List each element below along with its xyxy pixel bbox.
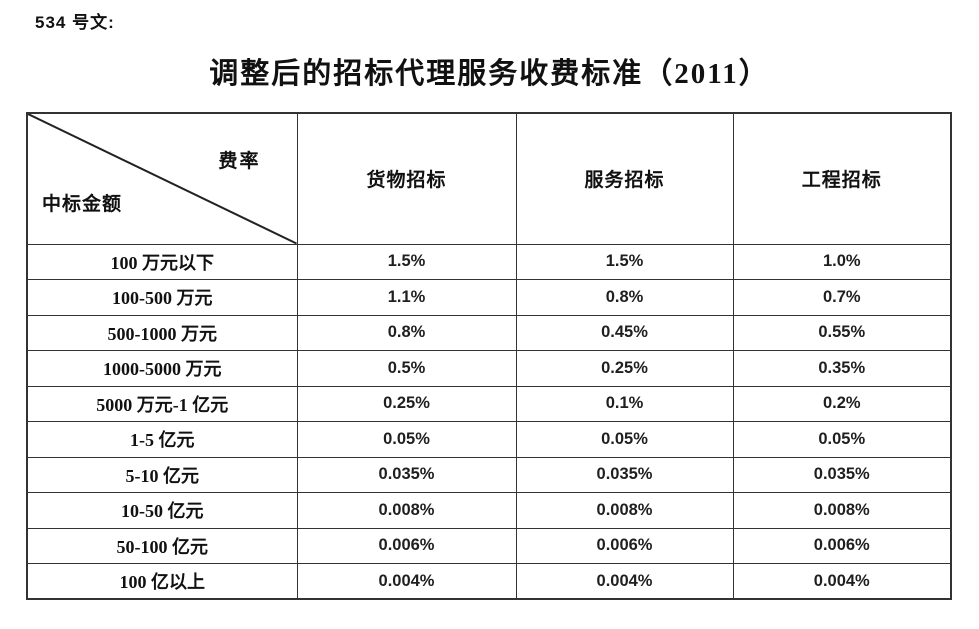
table-row: 5000 万元-1 亿元 0.25% 0.1% 0.2% [26, 385, 952, 422]
table-row: 10-50 亿元 0.008% 0.008% 0.008% [26, 492, 952, 529]
amount-tier-label: 100-500 万元 [26, 279, 298, 316]
goods-rate-value: 0.5% [296, 350, 517, 387]
table-row: 100 万元以下 1.5% 1.5% 1.0% [26, 243, 952, 280]
service-rate-value: 0.1% [515, 385, 734, 422]
amount-tier-label: 5000 万元-1 亿元 [26, 385, 298, 422]
amount-tier-label: 100 亿以上 [26, 563, 298, 600]
corner-label-fee-rate: 费率 [218, 151, 261, 172]
diagonal-divider-line [28, 114, 297, 244]
service-rate-value: 0.25% [515, 350, 734, 387]
service-rate-value: 0.05% [515, 421, 734, 458]
goods-rate-value: 0.25% [296, 385, 517, 422]
amount-tier-label: 5-10 亿元 [26, 456, 298, 493]
goods-rate-value: 0.008% [296, 492, 517, 529]
amount-tier-label: 500-1000 万元 [26, 314, 298, 351]
goods-rate-value: 1.1% [296, 279, 517, 316]
service-rate-value: 1.5% [515, 243, 734, 280]
amount-tier-label: 50-100 亿元 [26, 527, 298, 564]
goods-rate-value: 0.006% [296, 527, 517, 564]
amount-tier-label: 1-5 亿元 [26, 421, 298, 458]
table-row: 1-5 亿元 0.05% 0.05% 0.05% [26, 421, 952, 458]
table-row: 50-100 亿元 0.006% 0.006% 0.006% [26, 527, 952, 564]
table-row: 100 亿以上 0.004% 0.004% 0.004% [26, 563, 952, 600]
engineering-rate-value: 0.35% [732, 350, 952, 387]
column-header-service-bidding: 服务招标 [515, 112, 734, 245]
engineering-rate-value: 0.004% [732, 563, 952, 600]
goods-rate-value: 0.05% [296, 421, 517, 458]
table-row: 500-1000 万元 0.8% 0.45% 0.55% [26, 314, 952, 351]
corner-label-bid-amount: 中标金额 [42, 193, 123, 215]
service-rate-value: 0.035% [515, 456, 734, 493]
engineering-rate-value: 1.0% [732, 243, 952, 280]
engineering-rate-value: 0.05% [732, 421, 952, 458]
page-title: 调整后的招标代理服务收费标准（2011） [209, 58, 770, 90]
document-number-label: 534 号文: [35, 13, 115, 32]
engineering-rate-value: 0.2% [732, 385, 952, 422]
goods-rate-value: 0.035% [296, 456, 517, 493]
engineering-rate-value: 0.035% [732, 456, 952, 493]
column-header-goods-bidding: 货物招标 [296, 112, 517, 245]
table-row: 5-10 亿元 0.035% 0.035% 0.035% [26, 456, 952, 493]
diagonal-corner-cell: 费率 中标金额 [26, 112, 298, 245]
amount-tier-label: 10-50 亿元 [26, 492, 298, 529]
goods-rate-value: 0.8% [296, 314, 517, 351]
engineering-rate-value: 0.55% [732, 314, 952, 351]
table-header-row: 费率 中标金额 货物招标 服务招标 工程招标 [26, 112, 952, 245]
fee-rate-table: 费率 中标金额 货物招标 服务招标 工程招标 100 万元以下 1.5% 1.5… [26, 112, 952, 600]
service-rate-value: 0.004% [515, 563, 734, 600]
engineering-rate-value: 0.7% [732, 279, 952, 316]
goods-rate-value: 0.004% [296, 563, 517, 600]
amount-tier-label: 1000-5000 万元 [26, 350, 298, 387]
service-rate-value: 0.008% [515, 492, 734, 529]
table-row: 1000-5000 万元 0.5% 0.25% 0.35% [26, 350, 952, 387]
service-rate-value: 0.45% [515, 314, 734, 351]
amount-tier-label: 100 万元以下 [26, 243, 298, 280]
goods-rate-value: 1.5% [296, 243, 517, 280]
engineering-rate-value: 0.008% [732, 492, 952, 529]
service-rate-value: 0.8% [515, 279, 734, 316]
column-header-engineering-bidding: 工程招标 [732, 112, 952, 245]
table-row: 100-500 万元 1.1% 0.8% 0.7% [26, 279, 952, 316]
engineering-rate-value: 0.006% [732, 527, 952, 564]
service-rate-value: 0.006% [515, 527, 734, 564]
